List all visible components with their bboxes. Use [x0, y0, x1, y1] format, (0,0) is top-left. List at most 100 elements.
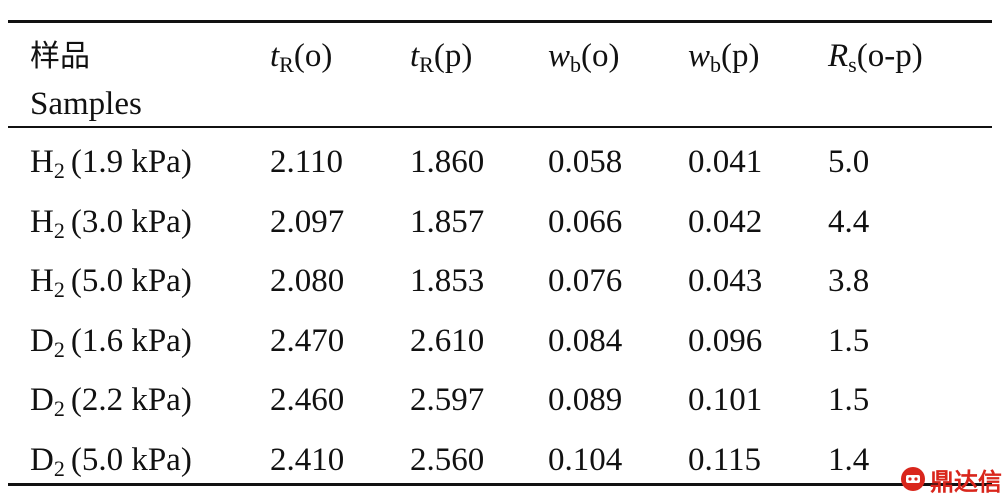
- sample-cell: H2 (1.9 kPa): [30, 142, 192, 182]
- sample-cell: D2 (2.2 kPa): [30, 380, 192, 420]
- value: 0.101: [688, 382, 763, 419]
- value-cell: 0.076: [548, 261, 622, 301]
- header-cell: wb(p): [688, 36, 760, 76]
- sample-label-en: Samples: [30, 86, 142, 122]
- header-cell: Samples: [30, 84, 142, 124]
- bottom-rule: [8, 483, 992, 486]
- sample-cell: D2 (1.6 kPa): [30, 321, 192, 361]
- value-cell: 1.860: [410, 142, 484, 182]
- value: 1.860: [410, 144, 485, 180]
- column-suffix: (o-p): [856, 38, 923, 74]
- value: 0.043: [688, 263, 763, 300]
- column-subscript: R: [419, 52, 434, 77]
- sample-condition: (3.0 kPa): [70, 203, 192, 240]
- value: 2.097: [270, 203, 345, 240]
- value-cell: 0.084: [548, 321, 622, 361]
- value-cell: 0.089: [548, 380, 622, 420]
- sample-subscript: 2: [53, 217, 65, 243]
- header-cell: Rs(o-p): [828, 36, 923, 76]
- value: 0.076: [548, 263, 623, 300]
- column-suffix: (p): [721, 38, 760, 74]
- column-subscript: s: [848, 52, 857, 77]
- value-cell: 0.043: [688, 261, 762, 301]
- value: 1.853: [410, 263, 485, 300]
- value-cell: 1.5: [828, 380, 869, 420]
- value: 0.066: [548, 203, 623, 240]
- header-cell: 样品: [30, 36, 90, 77]
- value: 3.8: [828, 263, 870, 300]
- value: 4.4: [828, 203, 870, 240]
- column-variable: R: [828, 38, 849, 74]
- column-suffix: (o): [293, 38, 333, 74]
- sample-symbol: D: [30, 382, 54, 419]
- header-cell: wb(o): [548, 36, 620, 76]
- value: 2.110: [270, 144, 344, 180]
- sample-subscript: 2: [53, 158, 65, 183]
- sample-condition: (1.9 kPa): [70, 144, 192, 180]
- value-cell: 4.4: [828, 202, 869, 242]
- header-cell: tR(p): [410, 36, 472, 76]
- sample-cell: D2 (5.0 kPa): [30, 440, 192, 480]
- value-cell: 0.066: [548, 202, 622, 242]
- column-subscript: b: [570, 52, 582, 77]
- sample-condition: (5.0 kPa): [70, 263, 192, 300]
- watermark-text: 鼎达信: [930, 467, 1002, 496]
- value: 0.084: [548, 322, 623, 359]
- value: 2.560: [410, 442, 485, 478]
- value-cell: 1.857: [410, 202, 484, 242]
- column-variable: w: [688, 38, 711, 74]
- sample-label-cn: 样品: [30, 39, 90, 74]
- value-cell: 2.470: [270, 321, 344, 361]
- sample-subscript: 2: [53, 396, 65, 422]
- sample-subscript: 2: [53, 277, 65, 303]
- value-cell: 2.560: [410, 440, 484, 480]
- value: 1.857: [410, 203, 485, 240]
- value: 2.470: [270, 322, 345, 359]
- value: 0.041: [688, 144, 763, 180]
- sample-symbol: D: [30, 442, 54, 478]
- watermark: 鼎达信: [900, 464, 1002, 496]
- value: 2.597: [410, 382, 485, 419]
- value: 0.089: [548, 382, 623, 419]
- value-cell: 1.5: [828, 321, 869, 361]
- column-subscript: b: [710, 52, 722, 77]
- value: 0.058: [548, 144, 623, 180]
- column-variable: w: [548, 38, 571, 74]
- value: 0.115: [688, 442, 762, 478]
- column-subscript: R: [279, 52, 294, 77]
- value: 0.104: [548, 442, 623, 478]
- value: 1.5: [828, 382, 870, 419]
- value-cell: 2.610: [410, 321, 484, 361]
- value-cell: 2.080: [270, 261, 344, 301]
- top-rule: [8, 20, 992, 23]
- value: 2.410: [270, 442, 345, 478]
- value-cell: 2.597: [410, 380, 484, 420]
- sample-subscript: 2: [53, 336, 65, 362]
- column-suffix: (o): [581, 38, 620, 74]
- value-cell: 0.104: [548, 440, 622, 480]
- sample-symbol: D: [30, 322, 54, 359]
- sample-cell: H2 (3.0 kPa): [30, 202, 192, 242]
- sample-condition: (2.2 kPa): [70, 382, 192, 419]
- value-cell: 0.058: [548, 142, 622, 182]
- value: 1.5: [828, 322, 870, 359]
- value: 2.610: [410, 322, 485, 359]
- sample-cell: H2 (5.0 kPa): [30, 261, 192, 301]
- sample-condition: (1.6 kPa): [70, 322, 192, 359]
- value-cell: 3.8: [828, 261, 869, 301]
- value-cell: 0.041: [688, 142, 762, 182]
- value-cell: 0.042: [688, 202, 762, 242]
- sample-symbol: H: [30, 263, 54, 300]
- column-variable: t: [410, 38, 420, 74]
- value-cell: 5.0: [828, 142, 869, 182]
- value-cell: 2.460: [270, 380, 344, 420]
- value: 0.042: [688, 203, 763, 240]
- sample-subscript: 2: [53, 456, 65, 481]
- value-cell: 1.4: [828, 440, 869, 480]
- value-cell: 0.096: [688, 321, 762, 361]
- value: 2.080: [270, 263, 345, 300]
- value-cell: 2.110: [270, 142, 343, 182]
- header-cell: tR(o): [270, 36, 332, 76]
- value-cell: 0.115: [688, 440, 761, 480]
